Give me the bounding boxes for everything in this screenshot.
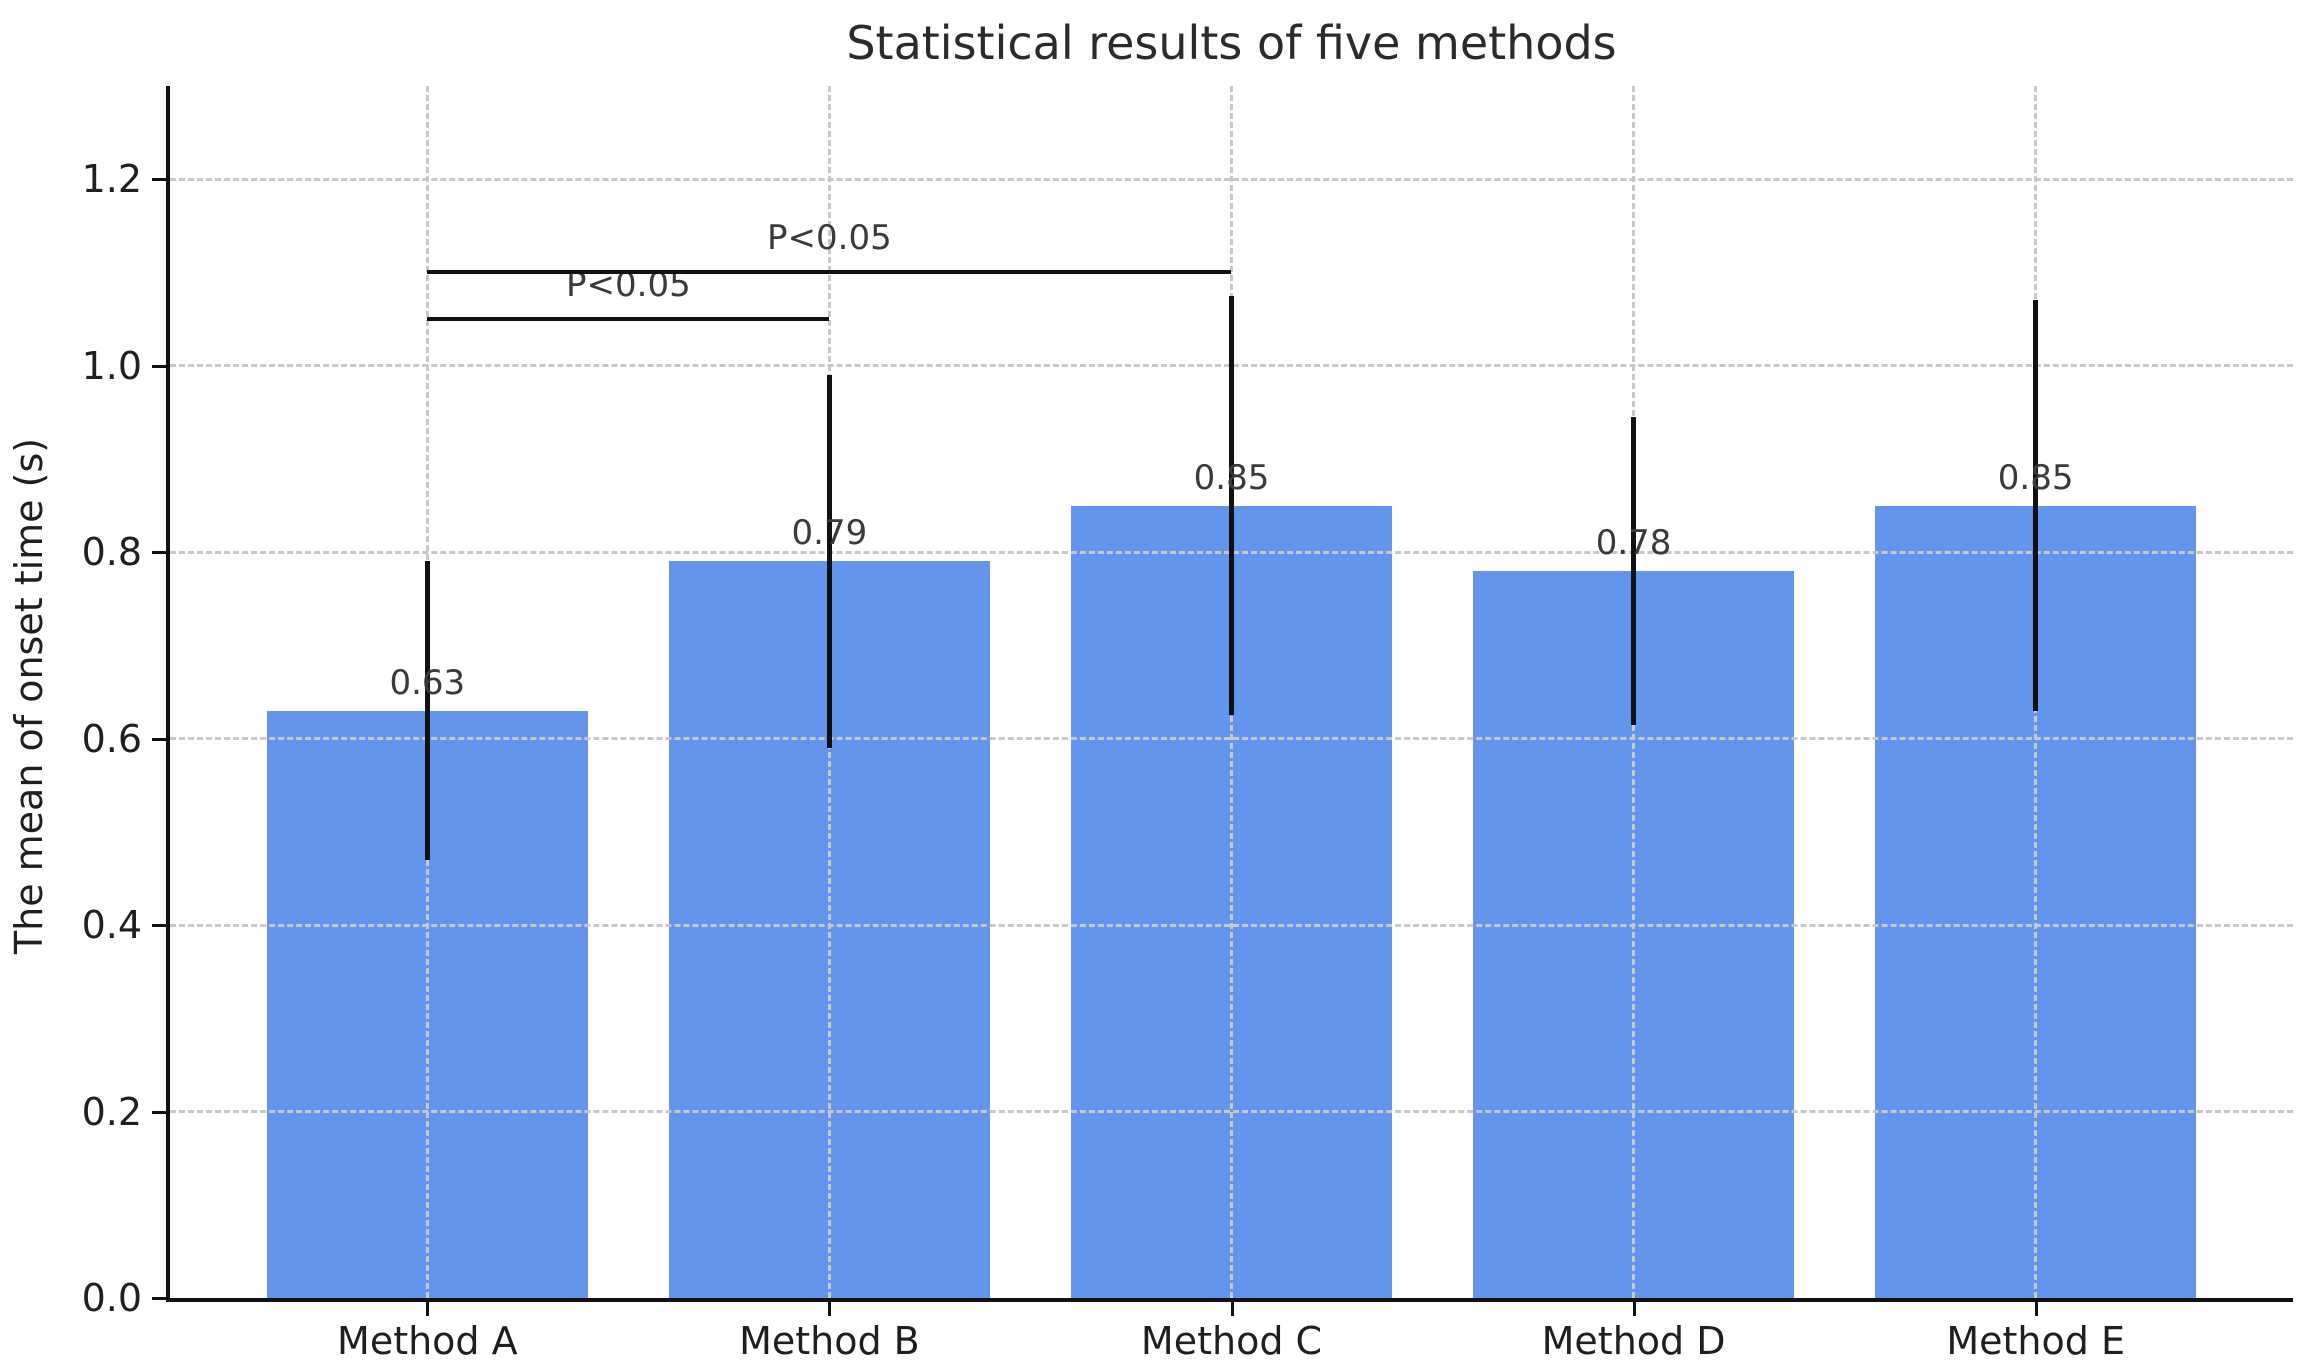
error-bar — [424, 561, 430, 860]
x-tick-mark — [1230, 1302, 1234, 1316]
y-tick-mark — [152, 737, 166, 741]
y-tick-label: 1.0 — [81, 343, 142, 388]
error-bar — [1229, 295, 1234, 716]
x-tick-label: Method C — [1140, 1319, 1323, 1363]
y-tick-label: 0.8 — [81, 530, 142, 575]
bar-value-label: 0.63 — [389, 662, 466, 703]
x-tick-mark — [1632, 1302, 1636, 1316]
y-tick-mark — [152, 178, 166, 182]
y-tick-label: 0.0 — [81, 1276, 142, 1320]
significance-bracket — [427, 270, 1232, 275]
significance-bracket — [427, 317, 830, 322]
x-tick-label: Method D — [1541, 1319, 1726, 1363]
y-tick-mark — [152, 1110, 166, 1114]
y-tick-mark — [152, 551, 166, 555]
bar-value-label: 0.85 — [1193, 457, 1270, 498]
error-bar — [1631, 416, 1637, 725]
significance-label: P<0.05 — [767, 218, 892, 259]
chart-title: Statistical results of five methods — [846, 16, 1617, 70]
y-tick-label: 1.2 — [81, 157, 142, 202]
bar-value-label: 0.85 — [1997, 457, 2074, 498]
y-tick-label: 0.4 — [81, 903, 142, 948]
error-bar — [2033, 300, 2039, 711]
x-axis-spine — [166, 1298, 2293, 1302]
x-tick-label: Method B — [739, 1319, 920, 1363]
y-axis-spine — [166, 86, 170, 1302]
x-tick-label: Method E — [1946, 1319, 2125, 1363]
x-tick-mark — [426, 1302, 430, 1316]
x-tick-mark — [2034, 1302, 2038, 1316]
bar-value-label: 0.79 — [791, 513, 868, 554]
error-bar — [826, 375, 832, 748]
bar-value-label: 0.78 — [1595, 522, 1672, 563]
y-tick-label: 0.6 — [81, 716, 142, 761]
y-tick-mark — [152, 1297, 166, 1300]
x-tick-mark — [828, 1302, 832, 1316]
y-tick-mark — [152, 924, 166, 928]
x-tick-label: Method A — [337, 1319, 518, 1363]
y-tick-label: 0.2 — [81, 1089, 142, 1134]
y-tick-mark — [152, 364, 166, 368]
